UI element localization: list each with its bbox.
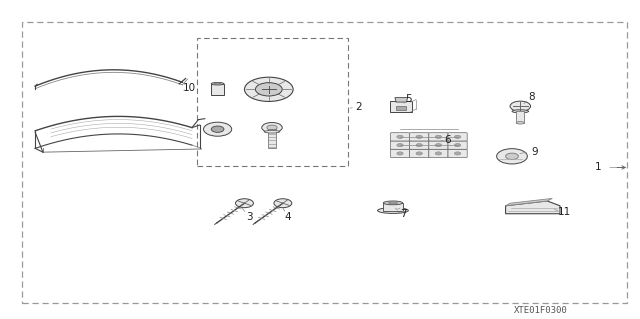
Circle shape [454, 135, 461, 138]
Polygon shape [506, 198, 552, 206]
Text: 8: 8 [529, 92, 535, 102]
Circle shape [274, 199, 292, 208]
FancyBboxPatch shape [429, 141, 448, 149]
Text: 5: 5 [405, 94, 412, 104]
Circle shape [397, 152, 403, 155]
Circle shape [262, 122, 282, 133]
Text: 3: 3 [246, 212, 253, 222]
Circle shape [497, 149, 527, 164]
Bar [268, 129, 276, 148]
FancyBboxPatch shape [390, 133, 410, 141]
Ellipse shape [516, 122, 524, 124]
Polygon shape [506, 201, 560, 214]
Text: 9: 9 [531, 146, 538, 157]
Ellipse shape [264, 130, 280, 133]
Circle shape [416, 152, 422, 155]
Circle shape [454, 152, 461, 155]
Ellipse shape [383, 201, 403, 205]
Text: 1: 1 [595, 162, 602, 173]
Circle shape [435, 144, 442, 147]
Circle shape [397, 135, 403, 138]
Polygon shape [395, 98, 408, 102]
Bar [383, 203, 403, 211]
Text: 2: 2 [355, 102, 362, 112]
Text: 11: 11 [558, 207, 571, 217]
Text: 4: 4 [285, 212, 291, 222]
FancyBboxPatch shape [410, 141, 429, 149]
Ellipse shape [211, 83, 224, 85]
FancyBboxPatch shape [410, 133, 429, 141]
Circle shape [416, 135, 422, 138]
Circle shape [510, 101, 531, 111]
Bar [396, 106, 406, 110]
FancyBboxPatch shape [429, 149, 448, 158]
Ellipse shape [378, 208, 408, 213]
Bar [211, 84, 224, 95]
Circle shape [416, 144, 422, 147]
Bar [197, 38, 348, 166]
Circle shape [236, 199, 253, 208]
Circle shape [211, 126, 224, 132]
Text: 6: 6 [445, 135, 451, 145]
Ellipse shape [388, 202, 397, 204]
Ellipse shape [214, 83, 221, 85]
Circle shape [244, 77, 293, 101]
FancyBboxPatch shape [410, 149, 429, 158]
Circle shape [435, 135, 442, 138]
FancyBboxPatch shape [390, 141, 410, 149]
Circle shape [267, 125, 277, 130]
FancyBboxPatch shape [390, 149, 410, 158]
FancyBboxPatch shape [448, 149, 467, 158]
Ellipse shape [512, 110, 529, 113]
Circle shape [435, 152, 442, 155]
Circle shape [454, 144, 461, 147]
Text: 10: 10 [183, 83, 196, 93]
Circle shape [204, 122, 232, 136]
Text: XTE01F0300: XTE01F0300 [514, 306, 568, 315]
FancyBboxPatch shape [390, 101, 412, 112]
FancyBboxPatch shape [448, 141, 467, 149]
FancyBboxPatch shape [448, 133, 467, 141]
Circle shape [397, 144, 403, 147]
FancyBboxPatch shape [429, 133, 448, 141]
Bar [516, 111, 524, 123]
Bar [22, 22, 627, 303]
Text: 7: 7 [400, 209, 406, 219]
Circle shape [506, 153, 518, 160]
Circle shape [255, 83, 282, 96]
